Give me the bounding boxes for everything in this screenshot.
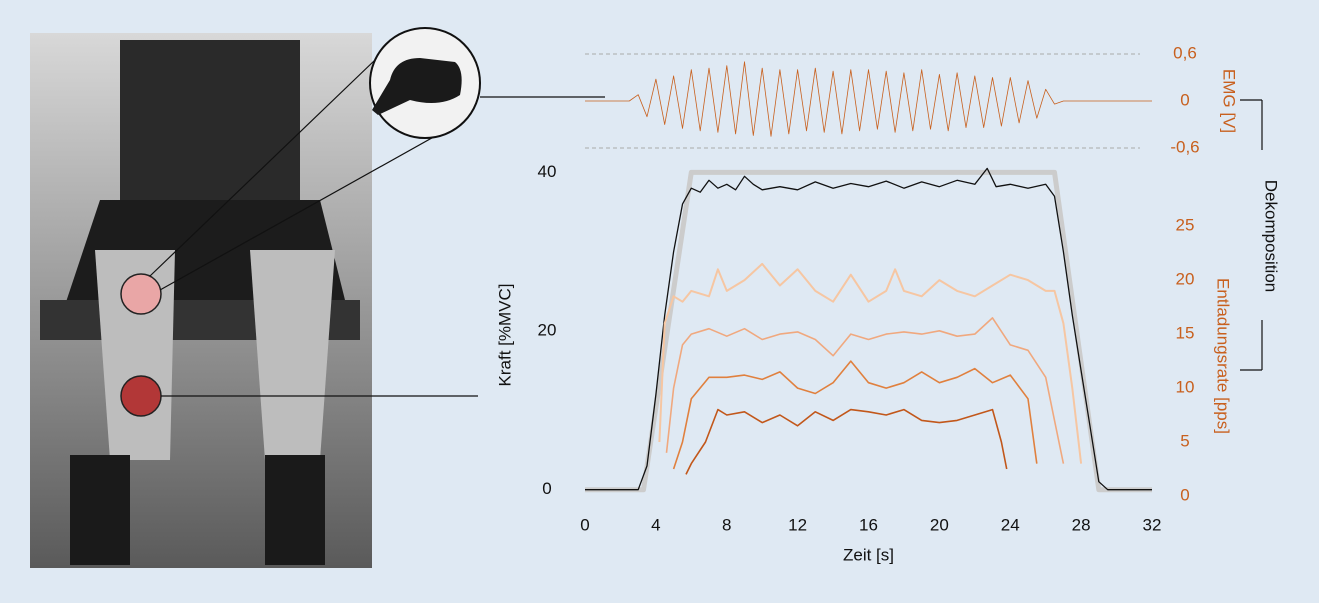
y-axis-label: Kraft [%MVC] bbox=[495, 284, 514, 387]
series-line bbox=[665, 317, 1065, 464]
series-line bbox=[658, 262, 1083, 464]
series-line bbox=[585, 167, 1152, 491]
x-tick-label: 4 bbox=[651, 515, 660, 534]
x-axis-label: Zeit [s] bbox=[843, 545, 894, 564]
y2-tick-label: 0 bbox=[1180, 485, 1189, 504]
x-tick-label: 16 bbox=[859, 515, 878, 534]
y2-axis-label: Entladungsrate [pps] bbox=[1214, 278, 1233, 434]
y2-tick-label: 10 bbox=[1176, 378, 1195, 397]
y-tick-label: 20 bbox=[538, 321, 557, 340]
y2-tick-label: 15 bbox=[1176, 324, 1195, 343]
series-line bbox=[585, 61, 1152, 137]
x-tick-label: 8 bbox=[722, 515, 731, 534]
x-tick-label: 28 bbox=[1072, 515, 1091, 534]
x-tick-label: 0 bbox=[580, 515, 589, 534]
y-tick-label: 0 bbox=[1180, 90, 1189, 109]
y-tick-label: -0,6 bbox=[1170, 137, 1199, 156]
x-tick-label: 24 bbox=[1001, 515, 1020, 534]
y-tick-label: 40 bbox=[538, 162, 557, 181]
y-tick-label: 0 bbox=[542, 479, 551, 498]
annotation: Dekomposition bbox=[1262, 180, 1281, 292]
series-line bbox=[685, 408, 1008, 475]
y-tick-label: 0,6 bbox=[1173, 43, 1197, 62]
x-tick-label: 12 bbox=[788, 515, 807, 534]
y2-tick-label: 25 bbox=[1176, 216, 1195, 235]
photo bbox=[30, 27, 1263, 568]
y-axis-label: EMG [V] bbox=[1220, 69, 1239, 133]
y2-tick-label: 5 bbox=[1180, 432, 1189, 451]
y2-tick-label: 20 bbox=[1176, 270, 1195, 289]
series-line bbox=[672, 360, 1038, 470]
x-tick-label: 20 bbox=[930, 515, 949, 534]
x-tick-label: 32 bbox=[1143, 515, 1162, 534]
